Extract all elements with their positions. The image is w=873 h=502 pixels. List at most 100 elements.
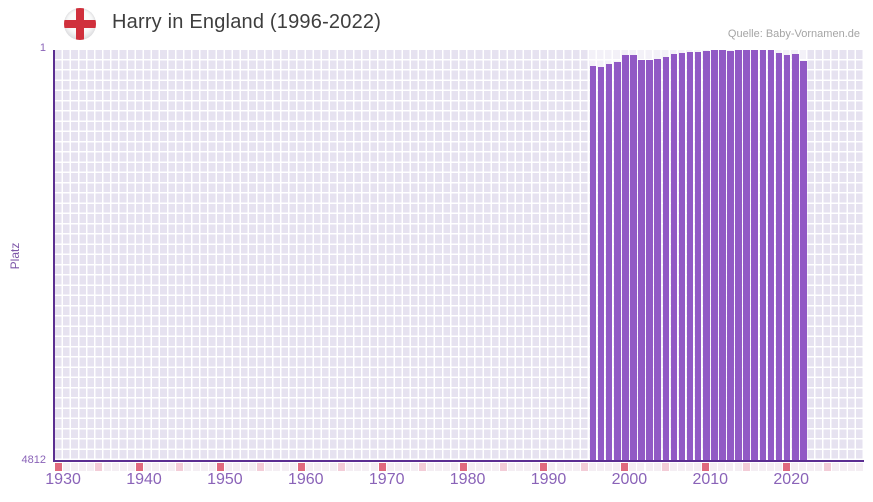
- strip-cell-1945: [176, 463, 184, 471]
- strip-cell-1997: [597, 463, 605, 471]
- strip-cell-2022: [799, 463, 807, 471]
- strip-cell-1962: [313, 463, 321, 471]
- x-tick-1930: 1930: [45, 471, 81, 488]
- strip-cell-1979: [451, 463, 459, 471]
- bar-2019[interactable]: [775, 53, 783, 460]
- bar-2018[interactable]: [767, 50, 775, 460]
- strip-cell-2020: [783, 463, 791, 471]
- bar-2022[interactable]: [800, 61, 807, 460]
- bar-2021[interactable]: [791, 54, 799, 460]
- bar-2011[interactable]: [711, 50, 718, 460]
- strip-cell-1999: [613, 463, 621, 471]
- strip-cell-1950: [216, 463, 224, 471]
- strip-cell-2018: [766, 463, 774, 471]
- strip-cell-1966: [346, 463, 354, 471]
- bar-2009[interactable]: [694, 51, 702, 460]
- strip-cell-1980: [459, 463, 467, 471]
- strip-cell-1941: [143, 463, 151, 471]
- bar-1999[interactable]: [613, 61, 621, 460]
- bar-1996[interactable]: [589, 65, 597, 460]
- bar-2013[interactable]: [727, 50, 734, 460]
- strip-cell-1935: [95, 463, 103, 471]
- bar-2001[interactable]: [630, 54, 637, 460]
- bar-2014[interactable]: [735, 50, 742, 460]
- x-tick-1960: 1960: [287, 471, 324, 488]
- strip-cell-1996: [588, 463, 596, 471]
- bar-2004[interactable]: [654, 59, 661, 460]
- bar-2005[interactable]: [662, 56, 670, 460]
- strip-cell-1931: [63, 463, 71, 471]
- strip-cell-1987: [516, 463, 524, 471]
- strip-cell-2027: [839, 463, 847, 471]
- bar-2017[interactable]: [759, 50, 767, 460]
- strip-cell-1956: [265, 463, 273, 471]
- strip-cell-1930: [55, 463, 62, 471]
- bar-1997[interactable]: [597, 66, 605, 460]
- flag-cross-horizontal: [64, 20, 96, 28]
- strip-cell-1940: [135, 463, 143, 471]
- strip-cell-1958: [281, 463, 289, 471]
- bar-2020[interactable]: [783, 54, 791, 460]
- y-tick-bottom: 4812: [21, 454, 46, 466]
- strip-cell-1959: [289, 463, 297, 471]
- strip-cell-2025: [823, 463, 831, 471]
- bar-2006[interactable]: [670, 53, 678, 460]
- x-tick-1940: 1940: [126, 471, 162, 488]
- y-tick-top: 1: [39, 42, 46, 54]
- bar-2002[interactable]: [638, 59, 645, 460]
- bar-2003[interactable]: [646, 59, 653, 460]
- bar-1998[interactable]: [605, 63, 613, 460]
- strip-cell-2019: [775, 463, 782, 471]
- strip-cell-1964: [330, 463, 338, 471]
- strip-cell-2003: [645, 463, 653, 471]
- strip-cell-1965: [338, 463, 346, 471]
- strip-cell-1975: [419, 463, 427, 471]
- strip-cell-1948: [200, 463, 208, 471]
- strip-cell-2023: [807, 463, 815, 471]
- bar-2015[interactable]: [743, 50, 750, 460]
- strip-cell-2004: [653, 463, 661, 471]
- x-tick-2020: 2020: [773, 471, 809, 488]
- strip-cell-2006: [669, 463, 677, 471]
- bar-2000[interactable]: [622, 54, 629, 460]
- bar-2007[interactable]: [678, 52, 686, 460]
- strip-cell-1983: [483, 463, 491, 471]
- bar-2012[interactable]: [719, 50, 726, 460]
- strip-cell-1951: [224, 463, 232, 471]
- strip-cell-1960: [297, 463, 305, 471]
- strip-cell-1974: [410, 463, 418, 471]
- source-credit: Quelle: Baby-Vornamen.de: [727, 28, 860, 40]
- strip-cell-2001: [629, 463, 637, 471]
- strip-cell-2029: [855, 463, 863, 471]
- strip-cell-2014: [734, 463, 742, 471]
- strip-cell-1990: [540, 463, 548, 471]
- strip-cell-1955: [257, 463, 265, 471]
- strip-cell-1938: [119, 463, 127, 471]
- x-tick-1980: 1980: [449, 471, 486, 488]
- strip-cell-2017: [758, 463, 766, 471]
- strip-cell-1995: [580, 463, 588, 471]
- bar-2010[interactable]: [702, 50, 710, 460]
- x-tick-1970: 1970: [368, 471, 405, 488]
- x-tick-1950: 1950: [207, 471, 243, 488]
- strip-cell-1953: [241, 463, 249, 471]
- strip-cell-1972: [394, 463, 402, 471]
- x-tick-2010: 2010: [692, 471, 729, 488]
- strip-cell-1942: [152, 463, 160, 471]
- strip-cell-1985: [499, 463, 507, 471]
- bar-2016[interactable]: [751, 50, 759, 460]
- strip-cell-1978: [443, 463, 451, 471]
- strip-cell-1932: [71, 463, 79, 471]
- bar-2008[interactable]: [686, 51, 694, 460]
- strip-cell-2007: [677, 463, 685, 471]
- strip-cell-2016: [750, 463, 758, 471]
- x-tick-1990: 1990: [530, 471, 567, 488]
- strip-cell-1934: [87, 463, 95, 471]
- timeline-strip: [55, 463, 864, 471]
- strip-cell-1963: [321, 463, 329, 471]
- strip-cell-1933: [79, 463, 87, 471]
- strip-cell-1993: [564, 463, 572, 471]
- strip-cell-2009: [694, 463, 702, 471]
- strip-cell-1984: [491, 463, 499, 471]
